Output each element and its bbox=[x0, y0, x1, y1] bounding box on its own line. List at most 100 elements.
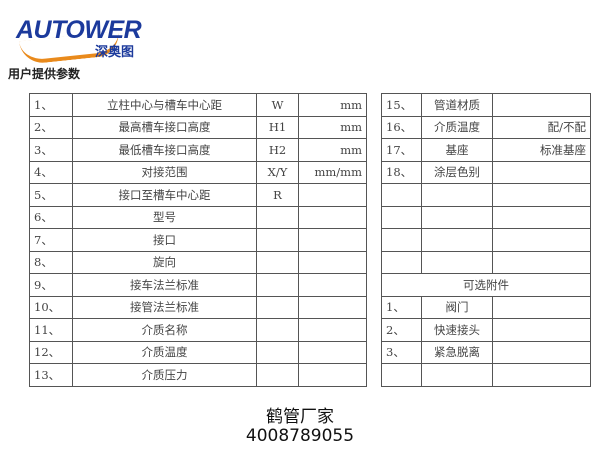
table-cell: 接口至槽车中心距 bbox=[72, 183, 257, 207]
table-cell: 型号 bbox=[72, 205, 257, 229]
table-cell: 紧急脱离 bbox=[421, 340, 493, 364]
table-cell bbox=[381, 250, 422, 274]
table-cell: H2 bbox=[256, 138, 299, 162]
table-row: 17、 基座 标准基座 bbox=[381, 138, 591, 162]
table-row: 11、 介质名称 bbox=[29, 318, 367, 342]
optional-accessories-header: 可选附件 bbox=[381, 273, 591, 297]
table-row: 2、 最高槽车接口高度 H1 mm bbox=[29, 115, 367, 139]
table-row: 15、 管道材质 bbox=[381, 93, 591, 117]
table-cell: 16、 bbox=[381, 115, 422, 139]
table-row: 3、 最低槽车接口高度 H2 mm bbox=[29, 138, 367, 162]
table-cell: mm/mm bbox=[298, 160, 367, 184]
table-cell bbox=[421, 183, 493, 207]
table-cell: 9、 bbox=[29, 273, 73, 297]
table-cell: 11、 bbox=[29, 318, 73, 342]
table-row: 9、 接车法兰标准 bbox=[29, 273, 367, 297]
table-cell: 管道材质 bbox=[421, 93, 493, 117]
footer-phone: 4008789055 bbox=[245, 426, 355, 446]
table-cell: H1 bbox=[256, 115, 299, 139]
table-cell bbox=[256, 205, 299, 229]
table-cell bbox=[298, 363, 367, 387]
table-cell bbox=[298, 295, 367, 319]
table-cell: 17、 bbox=[381, 138, 422, 162]
table-cell: 介质温度 bbox=[421, 115, 493, 139]
footer-title: 鹤管厂家 bbox=[266, 407, 334, 427]
table-cell: 介质名称 bbox=[72, 318, 257, 342]
table-row: 10、 接管法兰标准 bbox=[29, 295, 367, 319]
table-cell: 18、 bbox=[381, 160, 422, 184]
table-cell: 3、 bbox=[381, 340, 422, 364]
table-cell: 立柱中心与槽车中心距 bbox=[72, 93, 257, 117]
table-cell bbox=[492, 250, 591, 274]
table-cell: 6、 bbox=[29, 205, 73, 229]
autower-logo: AUTOWER 深奥图 bbox=[12, 14, 142, 66]
table-row: 16、 介质温度 配/不配 bbox=[381, 115, 591, 139]
table-row bbox=[381, 183, 591, 207]
table-cell bbox=[381, 228, 422, 252]
table-cell bbox=[256, 273, 299, 297]
table-cell: 标准基座 bbox=[492, 138, 591, 162]
table-cell: 2、 bbox=[29, 115, 73, 139]
table-cell: mm bbox=[298, 93, 367, 117]
table-cell bbox=[492, 295, 591, 319]
table-cell: X/Y bbox=[256, 160, 299, 184]
table-cell: R bbox=[256, 183, 299, 207]
table-cell: 接车法兰标准 bbox=[72, 273, 257, 297]
table-cell bbox=[256, 318, 299, 342]
table-cell: 快速接头 bbox=[421, 318, 493, 342]
section-title: 用户提供参数 bbox=[8, 67, 81, 81]
table-row bbox=[381, 228, 591, 252]
table-row: 1、 阀门 bbox=[381, 295, 591, 319]
table-cell bbox=[298, 340, 367, 364]
table-cell: W bbox=[256, 93, 299, 117]
table-cell bbox=[492, 228, 591, 252]
table-cell bbox=[298, 183, 367, 207]
table-cell bbox=[381, 363, 422, 387]
table-row: 13、 介质压力 bbox=[29, 363, 367, 387]
table-cell bbox=[256, 250, 299, 274]
table-row: 8、 旋向 bbox=[29, 250, 367, 274]
table-cell bbox=[421, 363, 493, 387]
table-cell: 涂层色别 bbox=[421, 160, 493, 184]
table-cell: 对接范围 bbox=[72, 160, 257, 184]
table-cell bbox=[256, 228, 299, 252]
table-cell: 介质温度 bbox=[72, 340, 257, 364]
table-cell: mm bbox=[298, 115, 367, 139]
table-cell: 15、 bbox=[381, 93, 422, 117]
table-cell: 3、 bbox=[29, 138, 73, 162]
table-cell bbox=[298, 273, 367, 297]
table-cell: 1、 bbox=[381, 295, 422, 319]
table-cell bbox=[492, 183, 591, 207]
table-cell bbox=[492, 205, 591, 229]
table-cell: mm bbox=[298, 138, 367, 162]
table-cell: 接管法兰标准 bbox=[72, 295, 257, 319]
logo-brand: AUTOWER bbox=[16, 16, 142, 44]
table-row: 5、 接口至槽车中心距 R bbox=[29, 183, 367, 207]
table-cell: 配/不配 bbox=[492, 115, 591, 139]
table-cell: 最低槽车接口高度 bbox=[72, 138, 257, 162]
table-row: 2、 快速接头 bbox=[381, 318, 591, 342]
table-cell bbox=[492, 160, 591, 184]
table-cell: 10、 bbox=[29, 295, 73, 319]
table-cell: 旋向 bbox=[72, 250, 257, 274]
table-cell bbox=[256, 295, 299, 319]
table-cell: 5、 bbox=[29, 183, 73, 207]
table-cell bbox=[298, 250, 367, 274]
table-cell bbox=[421, 250, 493, 274]
table-cell bbox=[492, 363, 591, 387]
table-cell bbox=[492, 93, 591, 117]
table-cell: 4、 bbox=[29, 160, 73, 184]
right-params-table: 15、 管道材质 16、 介质温度 配/不配 17、 基座 标准基座 18、 涂层色别可选附件 1、… bbox=[381, 93, 591, 404]
table-row: 7、 接口 bbox=[29, 228, 367, 252]
table-cell bbox=[381, 205, 422, 229]
table-cell bbox=[298, 318, 367, 342]
table-row: 6、 型号 bbox=[29, 205, 367, 229]
table-cell: 最高槽车接口高度 bbox=[72, 115, 257, 139]
table-cell: 7、 bbox=[29, 228, 73, 252]
table-cell: 12、 bbox=[29, 340, 73, 364]
table-row bbox=[381, 363, 591, 387]
table-cell bbox=[381, 183, 422, 207]
table-cell: 2、 bbox=[381, 318, 422, 342]
